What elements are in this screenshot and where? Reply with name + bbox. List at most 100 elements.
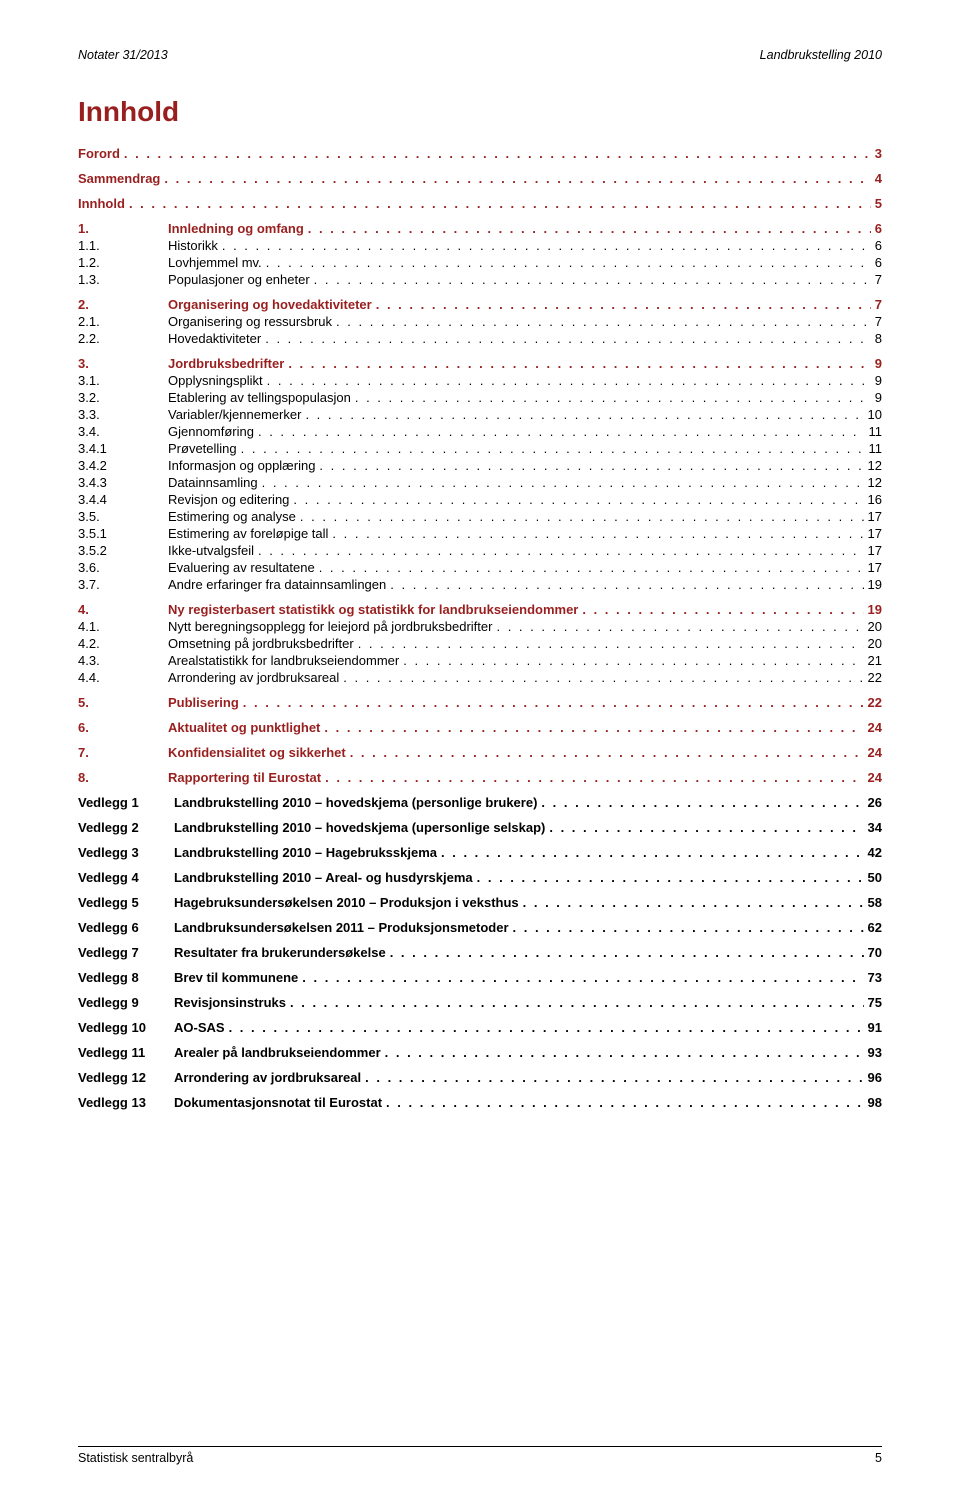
toc-page: 7 (875, 297, 882, 312)
toc-leader: . . . . . . . . . . . . . . . . . . . . … (325, 770, 863, 785)
vedlegg-num: Vedlegg 12 (78, 1070, 174, 1085)
vedlegg-num: Vedlegg 13 (78, 1095, 174, 1110)
toc-leader: . . . . . . . . . . . . . . . . . . . . … (241, 441, 865, 456)
page-header: Notater 31/2013 Landbrukstelling 2010 (78, 48, 882, 62)
toc-label: Aktualitet og punktlighet (168, 720, 320, 735)
toc-num: 3.6. (78, 560, 168, 575)
toc-entry: 4.3.Arealstatistikk for landbrukseiendom… (78, 653, 882, 668)
toc-page: 17 (868, 526, 882, 541)
toc-label: Etablering av tellingspopulasjon (168, 390, 351, 405)
toc-entry: 1.1.Historikk . . . . . . . . . . . . . … (78, 238, 882, 253)
vedlegg-num: Vedlegg 11 (78, 1045, 174, 1060)
toc-entry: 4.4.Arrondering av jordbruksareal . . . … (78, 670, 882, 685)
toc-label: Organisering og hovedaktiviteter (168, 297, 372, 312)
vedlegg-entry: Vedlegg 4Landbrukstelling 2010 – Areal- … (78, 870, 882, 885)
vedlegg-num: Vedlegg 2 (78, 820, 174, 835)
toc-leader: . . . . . . . . . . . . . . . . . . . . … (496, 619, 863, 634)
toc-label: Ikke-utvalgsfeil (168, 543, 254, 558)
vedlegg-label: Arealer på landbrukseiendommer (174, 1045, 381, 1060)
toc-leader: . . . . . . . . . . . . . . . . . . . . … (288, 356, 870, 371)
toc-page: 22 (868, 670, 882, 685)
footer-right: 5 (875, 1451, 882, 1465)
toc-leader: . . . . . . . . . . . . . . . . . . . . … (324, 720, 863, 735)
vedlegg-num: Vedlegg 8 (78, 970, 174, 985)
toc-entry: 2.Organisering og hovedaktiviteter . . .… (78, 297, 882, 312)
toc-leader: . . . . . . . . . . . . . . . . . . . . … (258, 543, 864, 558)
toc-num: 3.7. (78, 577, 168, 592)
vedlegg-num: Vedlegg 5 (78, 895, 174, 910)
vedlegg-num: Vedlegg 3 (78, 845, 174, 860)
toc-entry: 1.2.Lovhjemmel mv. . . . . . . . . . . .… (78, 255, 882, 270)
toc-num: 3.5.1 (78, 526, 168, 541)
toc-label: Estimering og analyse (168, 509, 296, 524)
toc-page: 16 (868, 492, 882, 507)
toc-entry: 3.5.Estimering og analyse . . . . . . . … (78, 509, 882, 524)
toc-label: Estimering av foreløpige tall (168, 526, 328, 541)
toc-page: 3 (875, 146, 882, 161)
vedlegg-page: 42 (868, 845, 882, 860)
toc-leader: . . . . . . . . . . . . . . . . . . . . … (582, 602, 863, 617)
toc-entry: 7.Konfidensialitet og sikkerhet . . . . … (78, 745, 882, 760)
toc-page: 6 (875, 238, 882, 253)
toc-leader: . . . . . . . . . . . . . . . . . . . . … (319, 458, 863, 473)
toc-label: Opplysningsplikt (168, 373, 263, 388)
toc-leader: . . . . . . . . . . . . . . . . . . . . … (358, 636, 864, 651)
vedlegg-entry: Vedlegg 13Dokumentasjonsnotat til Eurost… (78, 1095, 882, 1110)
toc-entry: 3.3.Variabler/kjennemerker . . . . . . .… (78, 407, 882, 422)
toc-num: 3.2. (78, 390, 168, 405)
toc-num: 4.2. (78, 636, 168, 651)
toc-leader: . . . . . . . . . . . . . . . . . . . . … (355, 390, 871, 405)
vedlegg-label: Landbrukstelling 2010 – hovedskjema (upe… (174, 820, 545, 835)
toc-label: Historikk (168, 238, 218, 253)
vedlegg-page: 58 (868, 895, 882, 910)
toc-leader: . . . . . . . . . . . . . . . . . . . . … (262, 475, 864, 490)
toc-page: 6 (875, 221, 882, 236)
toc-page: 5 (875, 196, 882, 211)
toc-label: Forord (78, 146, 120, 161)
toc-page: 11 (869, 424, 883, 439)
toc-leader: . . . . . . . . . . . . . . . . . . . . … (314, 272, 871, 287)
vedlegg-page: 34 (868, 820, 882, 835)
toc-entry: 8.Rapportering til Eurostat . . . . . . … (78, 770, 882, 785)
vedlegg-leader: . . . . . . . . . . . . . . . . . . . . … (386, 1095, 864, 1110)
toc-num: 5. (78, 695, 168, 710)
toc-num: 3.4.4 (78, 492, 168, 507)
toc-entry: 3.2.Etablering av tellingspopulasjon . .… (78, 390, 882, 405)
toc-leader: . . . . . . . . . . . . . . . . . . . . … (319, 560, 864, 575)
vedlegg-container: Vedlegg 1Landbrukstelling 2010 – hovedsk… (78, 795, 882, 1110)
vedlegg-leader: . . . . . . . . . . . . . . . . . . . . … (365, 1070, 863, 1085)
toc-page: 4 (875, 171, 882, 186)
toc-page: 19 (868, 602, 882, 617)
toc-entry: 3.5.1Estimering av foreløpige tall . . .… (78, 526, 882, 541)
toc-container: Forord . . . . . . . . . . . . . . . . .… (78, 146, 882, 785)
vedlegg-label: AO-SAS (174, 1020, 225, 1035)
toc-leader: . . . . . . . . . . . . . . . . . . . . … (265, 331, 871, 346)
vedlegg-page: 62 (868, 920, 882, 935)
toc-label: Arrondering av jordbruksareal (168, 670, 339, 685)
page-footer: Statistisk sentralbyrå 5 (78, 1446, 882, 1465)
toc-label: Konfidensialitet og sikkerhet (168, 745, 346, 760)
toc-num: 2.2. (78, 331, 168, 346)
toc-entry: 5.Publisering . . . . . . . . . . . . . … (78, 695, 882, 710)
vedlegg-entry: Vedlegg 1Landbrukstelling 2010 – hovedsk… (78, 795, 882, 810)
vedlegg-label: Revisjonsinstruks (174, 995, 286, 1010)
toc-page: 20 (868, 636, 882, 651)
toc-page: 7 (875, 272, 882, 287)
toc-leader: . . . . . . . . . . . . . . . . . . . . … (293, 492, 863, 507)
toc-num: 1. (78, 221, 168, 236)
toc-entry: Innhold . . . . . . . . . . . . . . . . … (78, 196, 882, 211)
toc-entry: 3.4.1Prøvetelling . . . . . . . . . . . … (78, 441, 882, 456)
toc-num: 3. (78, 356, 168, 371)
vedlegg-leader: . . . . . . . . . . . . . . . . . . . . … (302, 970, 863, 985)
vedlegg-entry: Vedlegg 12Arrondering av jordbruksareal … (78, 1070, 882, 1085)
toc-num: 4. (78, 602, 168, 617)
toc-leader: . . . . . . . . . . . . . . . . . . . . … (243, 695, 864, 710)
toc-page: 11 (869, 441, 883, 456)
toc-label: Andre erfaringer fra datainnsamlingen (168, 577, 386, 592)
toc-entry: 3.1.Opplysningsplikt . . . . . . . . . .… (78, 373, 882, 388)
toc-num: 8. (78, 770, 168, 785)
toc-page: 6 (875, 255, 882, 270)
vedlegg-label: Hagebruksundersøkelsen 2010 – Produksjon… (174, 895, 519, 910)
toc-label: Revisjon og editering (168, 492, 289, 507)
vedlegg-page: 70 (868, 945, 882, 960)
